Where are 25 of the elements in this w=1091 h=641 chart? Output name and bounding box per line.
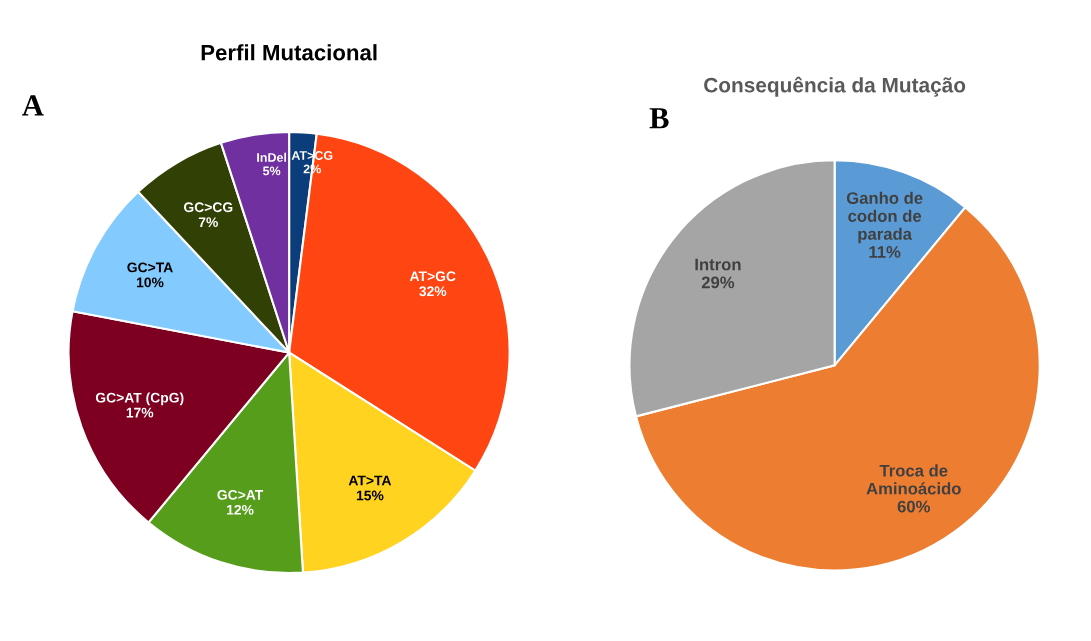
slice-label: AT>GC (409, 271, 456, 282)
data-label: 11% (869, 246, 901, 258)
data-label: 7% (198, 217, 218, 228)
text: B (649, 108, 669, 129)
text: A (22, 95, 44, 116)
slice-label: AT>TA (348, 475, 392, 486)
slice-label: Ganho de codon de parada (846, 191, 923, 244)
chart-title: Perfil Mutacional (201, 44, 377, 61)
data-label: 10% (136, 277, 164, 288)
data-label: 15% (356, 490, 384, 501)
slice-label: GC>TA (127, 262, 173, 273)
data-label: 17% (126, 407, 154, 418)
slice-label: Intron (695, 258, 741, 271)
data-label: 12% (227, 504, 254, 515)
slice-label: InDel (257, 152, 287, 162)
slice-label: GC>AT (217, 489, 264, 500)
data-label: 29% (701, 276, 735, 289)
data-label: 32% (419, 286, 447, 297)
chart-title: Consequência da Mutação (704, 76, 966, 97)
data-label: 2% (303, 164, 321, 174)
data-label: 60% (897, 500, 930, 513)
slice-label: Troca de Aminoácido (866, 464, 961, 495)
slice-label: GC>AT (CpG) (95, 392, 184, 406)
slice-label: GC>CG (183, 202, 233, 213)
data-label: 5% (262, 166, 281, 176)
